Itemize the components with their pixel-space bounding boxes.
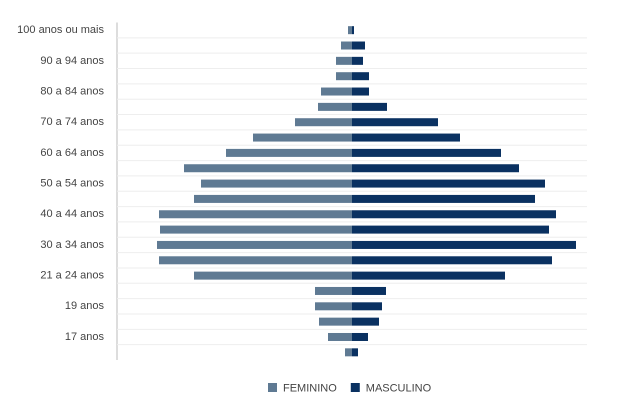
bar [341,41,352,50]
y-tick-label: 40 a 44 anos [40,208,104,220]
bar [295,118,352,127]
bar [352,148,501,157]
bar [352,72,369,81]
y-tick-label: 21 a 24 anos [40,270,104,282]
bar [352,210,556,219]
y-tick-label: 80 a 84 anos [40,85,104,97]
bar [321,87,352,96]
bar [352,332,368,341]
bar [352,102,387,111]
y-tick-label: 19 anos [65,300,105,312]
bar [352,118,438,127]
bar [159,256,352,265]
y-tick-label: 17 anos [65,331,105,343]
bar [352,56,363,65]
bar [201,179,352,188]
bar [352,348,358,357]
y-tick-label: 70 a 74 anos [40,116,104,128]
y-tick-label: 60 a 64 anos [40,147,104,159]
y-tick-label: 50 a 54 anos [40,177,104,189]
legend-label: FEMININO [283,382,337,394]
bar [352,225,549,234]
bar [352,41,365,50]
bar [348,26,352,35]
bar [336,72,352,81]
legend-swatch [268,383,277,392]
bar [328,332,352,341]
bar [184,164,352,173]
bar [352,179,545,188]
bar [352,133,460,142]
bar [352,271,505,280]
bar [226,148,352,157]
bar [315,302,352,311]
bar [352,26,354,35]
bar [194,194,352,203]
bar [194,271,352,280]
bar [319,317,352,326]
y-tick-label: 100 anos ou mais [17,24,104,36]
bar [352,317,379,326]
bar [318,102,352,111]
legend-swatch [350,383,360,392]
bar [157,240,352,249]
legend-label: MASCULINO [366,382,432,394]
bar [315,286,352,295]
bar [160,225,352,234]
bar [253,133,352,142]
bar [345,348,352,357]
bar [159,210,352,219]
bar [352,194,535,203]
bar [352,256,552,265]
bar [352,302,382,311]
bar [352,240,576,249]
bar [352,164,519,173]
y-tick-label: 30 a 34 anos [40,239,104,251]
bar [352,286,386,295]
y-tick-label: 90 a 94 anos [40,55,104,67]
bar [336,56,352,65]
bar [352,87,369,96]
